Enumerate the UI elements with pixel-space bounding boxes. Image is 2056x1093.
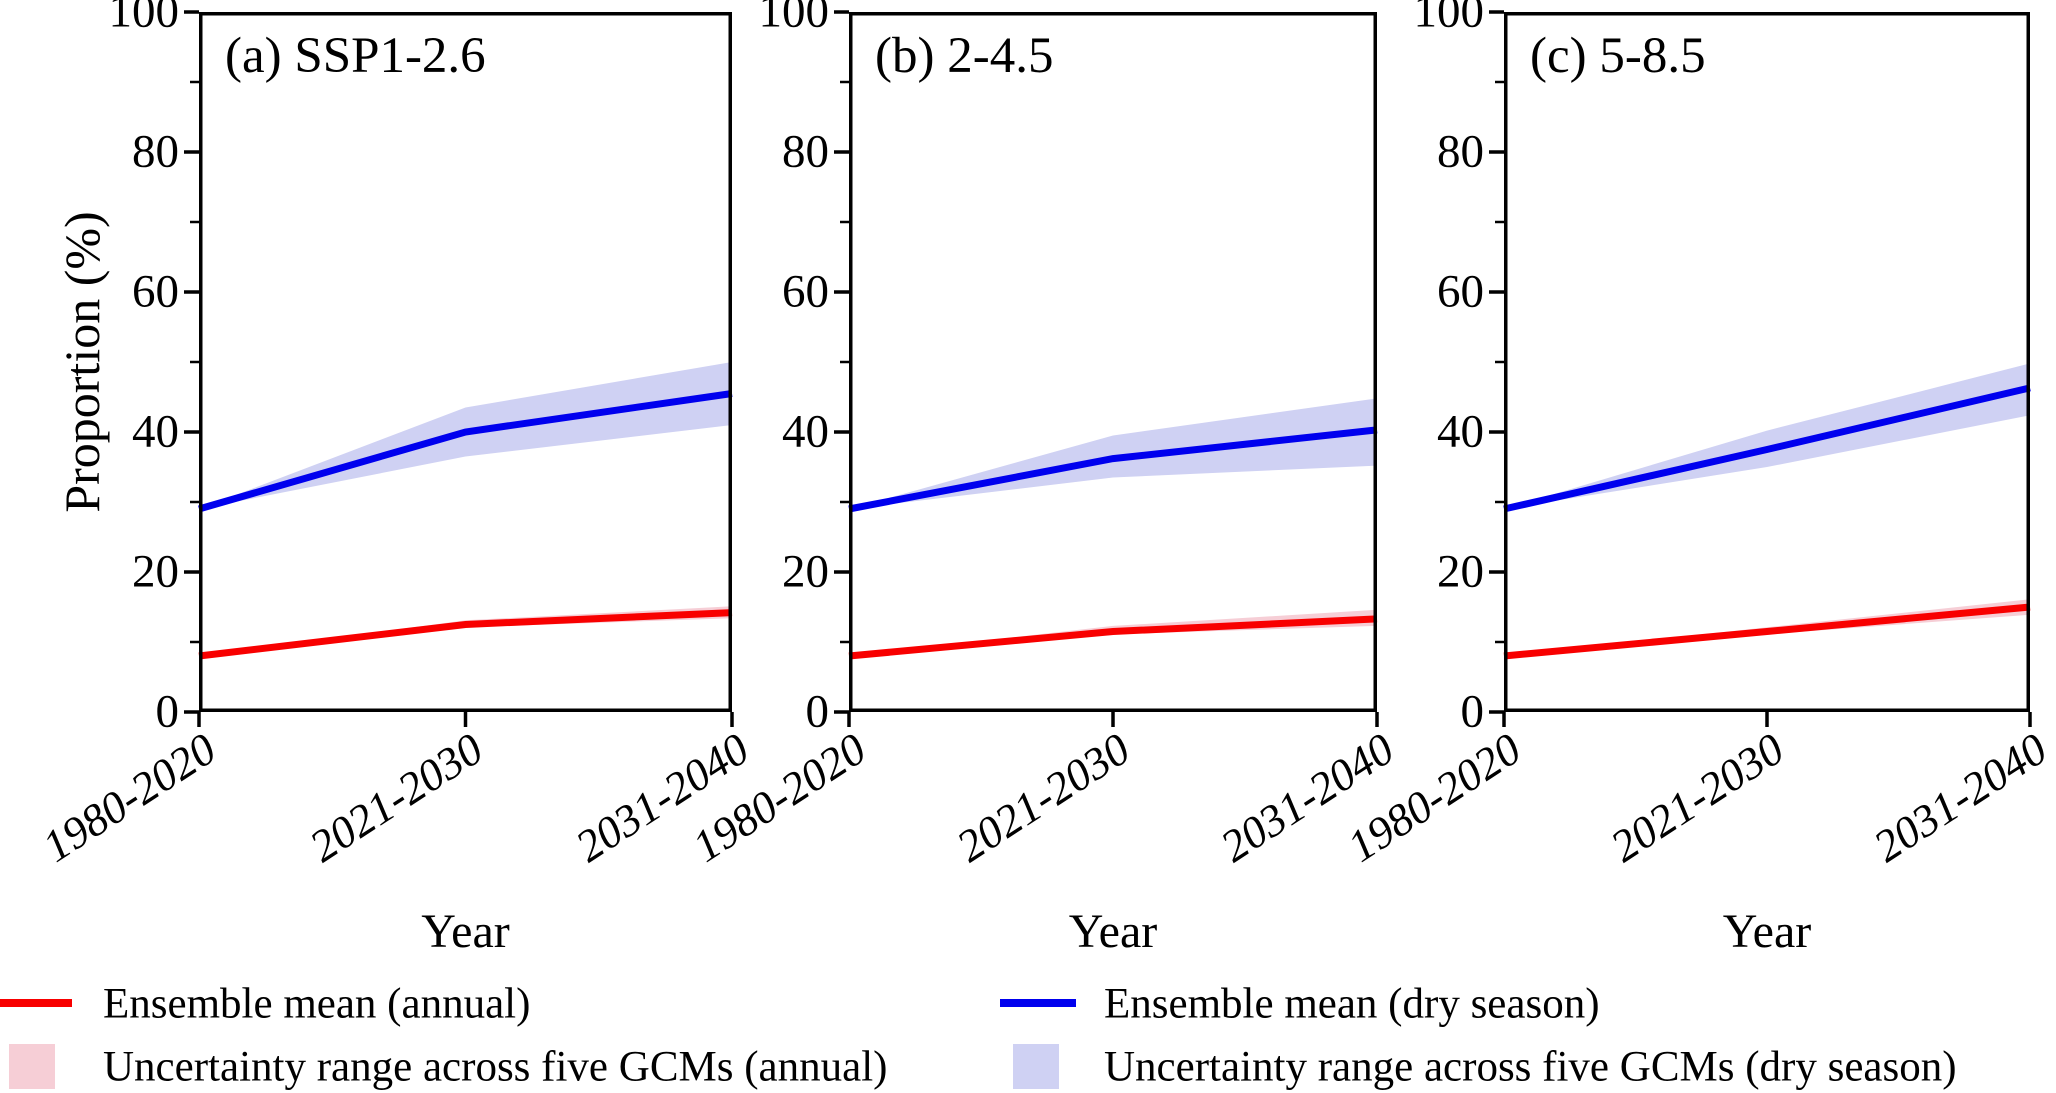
legend-label-dry-mean: Ensemble mean (dry season): [1104, 980, 1600, 1028]
y-tick-label: 0: [1460, 685, 1485, 738]
legend-swatch-annual-mean-line: [0, 999, 72, 1007]
mean-line: [1503, 603, 2031, 660]
y-tick-label: 40: [782, 405, 829, 458]
y-tick-label: 20: [132, 545, 179, 598]
legend-swatch-annual-band: [9, 1044, 55, 1089]
plot-frame: [1504, 12, 2030, 712]
y-tick-label: 100: [758, 0, 830, 38]
y-tick-label: 40: [1437, 405, 1484, 458]
mean-line: [198, 609, 733, 660]
y-tick-label: 20: [1437, 545, 1484, 598]
panel-b: (b) 2-4.5 Year 0 20 40 60 80 100 1980-2020 2021…: [684, 0, 1403, 956]
legend-label-dry-band: Uncertainty range across five GCMs (dry …: [1104, 1043, 1957, 1091]
mean-line: [198, 390, 733, 513]
plot-area-b: [834, 10, 1379, 727]
panel-title: (a) SSP1-2.6: [225, 28, 486, 84]
x-axis-title: Year: [1722, 905, 1812, 958]
y-tick-label: 40: [132, 405, 179, 458]
plot-area-c: [1489, 10, 2032, 727]
legend-label-annual-mean: Ensemble mean (annual): [103, 980, 531, 1028]
y-tick-label: 0: [155, 685, 180, 738]
x-axis-title: Year: [421, 905, 510, 958]
mean-line: [848, 426, 1378, 513]
mean-line: [848, 615, 1378, 660]
y-tick-label: 60: [1437, 265, 1484, 318]
y-tick-label: 80: [132, 125, 179, 178]
y-tick-label: 100: [108, 0, 180, 38]
y-tick-label: 60: [782, 265, 829, 318]
legend-swatch-dry-band: [1013, 1044, 1059, 1089]
uncertainty-band: [1504, 363, 2030, 509]
plot-frame: [849, 12, 1377, 712]
x-axis-title: Year: [1068, 905, 1158, 958]
legend-swatch-dry-mean-line: [1000, 999, 1076, 1007]
mean-line: [1503, 384, 2031, 513]
plot-frame: [199, 12, 732, 712]
y-tick-label: 80: [782, 125, 829, 178]
panel-c: (c) 5-8.5 Year 0 20 40 60 80 100 1980-2020 2021…: [1339, 0, 2056, 956]
panel-a: (a) SSP1-2.6 Year 0 20 40 60 80 100 1980-2020 2…: [34, 0, 758, 956]
y-tick-label: 0: [805, 685, 830, 738]
legend-label-annual-band: Uncertainty range across five GCMs (annu…: [103, 1043, 888, 1091]
y-tick-label: 20: [782, 545, 829, 598]
panel-title: (c) 5-8.5: [1530, 28, 1706, 84]
y-tick-label: 100: [1413, 0, 1485, 38]
plot-area-a: [184, 10, 734, 727]
panel-title: (b) 2-4.5: [875, 28, 1054, 84]
y-tick-label: 80: [1437, 125, 1484, 178]
y-tick-label: 60: [132, 265, 179, 318]
